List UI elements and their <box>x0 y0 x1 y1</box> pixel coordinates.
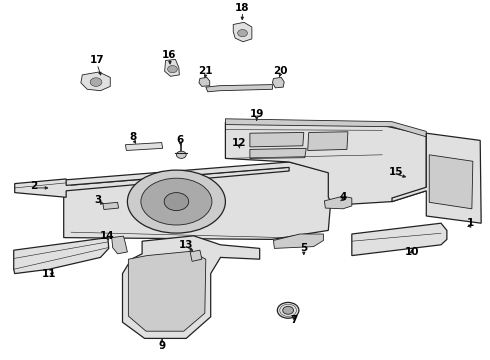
Polygon shape <box>324 196 352 209</box>
Polygon shape <box>125 143 163 150</box>
Ellipse shape <box>127 170 225 233</box>
Text: 4: 4 <box>339 192 347 202</box>
Polygon shape <box>128 251 206 331</box>
Text: 3: 3 <box>95 195 101 205</box>
Circle shape <box>283 306 294 314</box>
Polygon shape <box>308 132 348 150</box>
Text: 17: 17 <box>90 55 104 66</box>
Text: 16: 16 <box>162 50 177 60</box>
Polygon shape <box>273 234 323 248</box>
Text: 7: 7 <box>290 315 298 325</box>
Polygon shape <box>103 202 119 210</box>
Circle shape <box>277 302 299 318</box>
Circle shape <box>238 30 247 37</box>
Polygon shape <box>81 72 110 91</box>
Polygon shape <box>352 223 447 256</box>
Polygon shape <box>14 238 109 274</box>
Polygon shape <box>122 236 260 338</box>
Text: 15: 15 <box>389 167 403 177</box>
Text: 21: 21 <box>198 66 213 76</box>
Polygon shape <box>190 250 202 261</box>
Text: 13: 13 <box>179 240 194 250</box>
Circle shape <box>90 78 102 86</box>
Text: 12: 12 <box>232 138 246 148</box>
Text: 19: 19 <box>249 109 264 120</box>
Text: 1: 1 <box>467 218 474 228</box>
Text: 14: 14 <box>99 231 114 241</box>
Polygon shape <box>64 162 333 239</box>
Polygon shape <box>250 132 304 147</box>
Polygon shape <box>225 122 426 205</box>
Text: 10: 10 <box>404 247 419 257</box>
Polygon shape <box>112 236 127 254</box>
Polygon shape <box>233 22 252 42</box>
Ellipse shape <box>141 178 212 225</box>
Text: 9: 9 <box>158 341 165 351</box>
Text: 20: 20 <box>273 66 288 76</box>
Text: 5: 5 <box>300 243 307 253</box>
Polygon shape <box>392 133 481 223</box>
Polygon shape <box>225 119 426 137</box>
Polygon shape <box>429 155 473 209</box>
Text: 11: 11 <box>42 269 56 279</box>
Text: 8: 8 <box>130 132 137 142</box>
Text: 6: 6 <box>177 135 184 145</box>
Polygon shape <box>165 59 179 76</box>
Circle shape <box>168 66 177 73</box>
Polygon shape <box>15 167 289 197</box>
Polygon shape <box>272 77 284 88</box>
Polygon shape <box>250 148 306 158</box>
Text: 2: 2 <box>30 181 37 192</box>
Circle shape <box>176 151 186 158</box>
Polygon shape <box>199 77 210 86</box>
Text: 18: 18 <box>235 3 250 13</box>
Polygon shape <box>206 85 272 92</box>
Circle shape <box>164 193 189 211</box>
